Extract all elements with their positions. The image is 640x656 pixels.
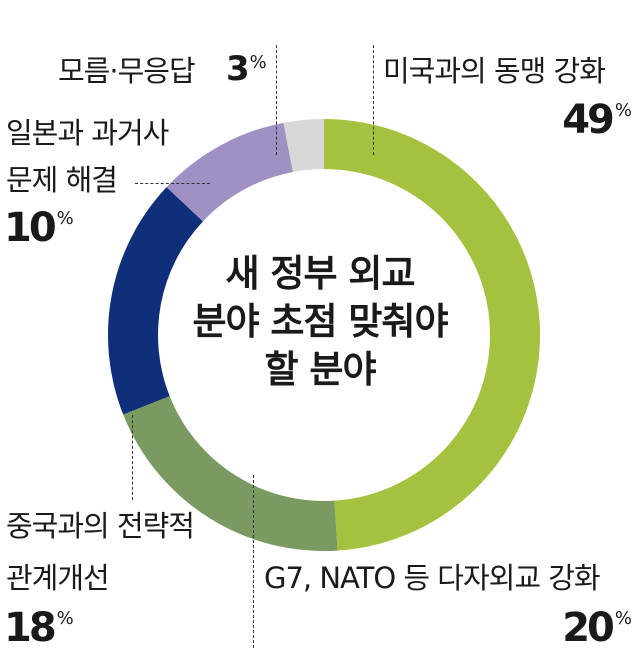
- percent-unit: %: [614, 608, 632, 629]
- slice-unknown: [283, 119, 324, 172]
- leader-line-unknown: [276, 45, 277, 155]
- slice-value-multilateral: 20%: [562, 608, 632, 648]
- percent-unit: %: [614, 100, 632, 121]
- slice-label-us-alliance: 미국과의 동맹 강화: [383, 54, 606, 88]
- chart-title: 새 정부 외교 분야 초점 맞춰야 할 분야: [170, 250, 470, 394]
- chart-title-line-3: 할 분야: [264, 348, 376, 391]
- slice-us-alliance: [324, 119, 541, 551]
- slice-value-number: 10: [4, 205, 57, 251]
- slice-label-china-line-1: 중국과의 전략적: [6, 509, 195, 543]
- chart-title-line-2: 분야 초점 맞춰야: [192, 300, 448, 343]
- chart-title-line-1: 새 정부 외교: [225, 252, 416, 295]
- slice-multilateral: [123, 396, 338, 552]
- slice-value-unknown: 3%: [226, 52, 267, 86]
- slice-value-number: 18: [4, 605, 57, 651]
- percent-unit: %: [249, 52, 267, 73]
- slice-label-japan-line-2: 문제 해결: [6, 163, 118, 197]
- slice-japan: [166, 122, 293, 222]
- leader-line-multilateral: [253, 475, 254, 648]
- leader-line-us-alliance: [373, 45, 374, 155]
- slice-china: [108, 187, 203, 415]
- slice-value-number: 3: [226, 49, 250, 89]
- percent-unit: %: [56, 208, 74, 229]
- slice-value-us-alliance: 49%: [562, 100, 632, 140]
- slice-value-number: 49: [562, 97, 615, 143]
- leader-line-japan: [135, 183, 210, 184]
- slice-value-number: 20: [562, 605, 615, 651]
- percent-unit: %: [56, 608, 74, 629]
- slice-label-unknown: 모름·무응답: [58, 54, 196, 88]
- slice-label-china-line-2: 관계개선: [6, 561, 110, 595]
- slice-value-japan: 10%: [4, 208, 74, 248]
- slice-label-japan-line-1: 일본과 과거사: [6, 116, 169, 150]
- slice-value-china: 18%: [4, 608, 74, 648]
- leader-line-china: [132, 415, 133, 500]
- slice-label-multilateral: G7, NATO 등 다자외교 강화: [264, 561, 601, 595]
